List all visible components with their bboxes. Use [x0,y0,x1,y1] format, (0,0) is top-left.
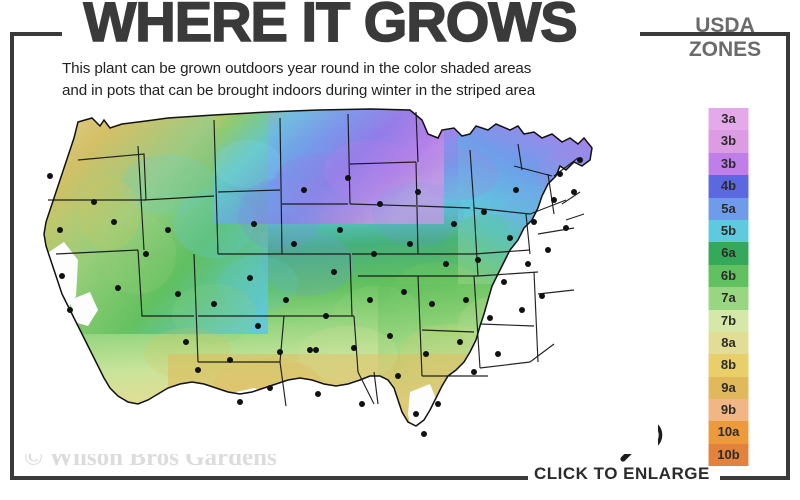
city-dots [47,157,583,437]
subtitle: This plant can be grown outdoors year ro… [62,58,642,101]
legend-zone-10b: 10b [708,443,749,467]
us-outline [43,108,593,427]
usda-zone-map[interactable] [18,104,658,454]
usda-zone-legend: 3a 3b 3b 4b 5a 5b 6a 6b 7a 7b 8a 8b 9a 9b 10a 10b [708,108,749,467]
subtitle-line-2: and in pots that can be brought indoors … [62,81,536,99]
legend-zone-4b: 4b [708,175,749,198]
legend-zone-6b: 6b [708,264,749,288]
legend-zone-5b: 5b [708,219,749,243]
frame-gap-top [62,26,640,40]
legend-title: USDA ZONES [660,14,790,61]
legend-title-line-2: ZONES [688,37,762,61]
legend-zone-7a: 7a [708,287,749,310]
legend-zone-9a: 9a [708,376,749,400]
legend-zone-8b: 8b [708,354,749,377]
click-to-enlarge-label[interactable]: CLICK TO ENLARGE [534,464,710,483]
legend-zone-6a: 6a [708,242,749,265]
legend-zone-10a: 10a [708,421,749,444]
legend-zone-3a: 3a [708,108,749,131]
legend-zone-7b: 7b [708,309,749,332]
legend-zone-8a: 8a [708,331,749,355]
legend-zone-9b: 9b [708,399,749,422]
legend-title-line-1: USDA [695,14,755,37]
legend-zone-3b-2: 3b [708,152,749,176]
legend-zone-5a: 5a [708,197,749,220]
frame-gap-bottom [528,468,720,482]
subtitle-line-1: This plant can be grown outdoors year ro… [62,60,532,77]
page-title: WHERE IT GROWS [83,0,579,53]
legend-zone-3b-1: 3b [708,130,749,153]
